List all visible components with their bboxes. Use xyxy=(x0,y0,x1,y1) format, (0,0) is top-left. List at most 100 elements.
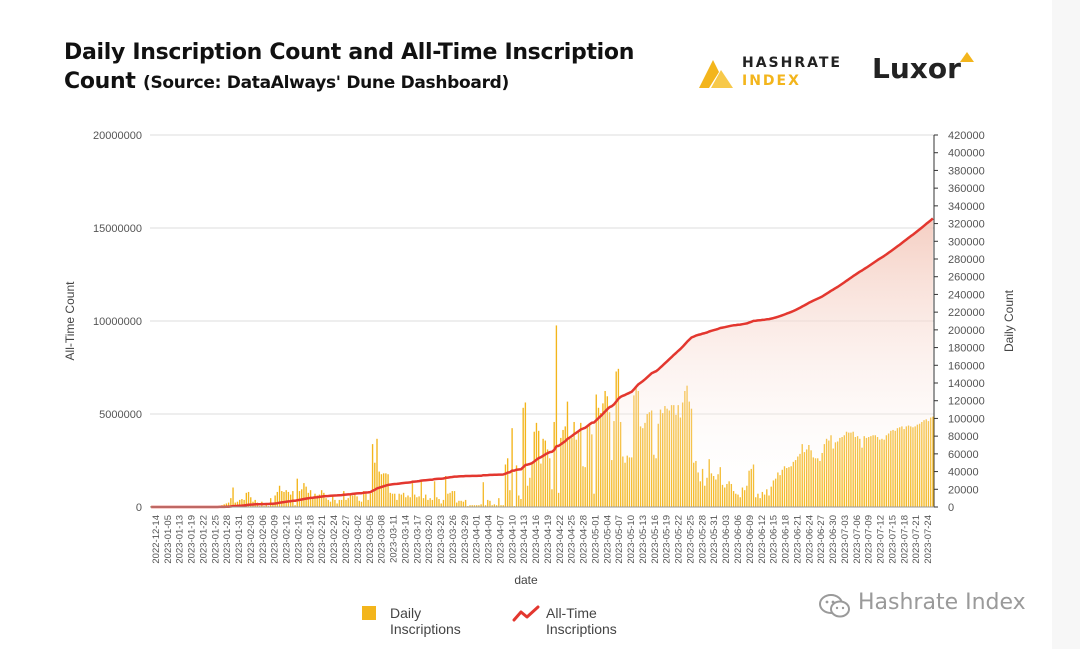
daily-bar xyxy=(555,325,558,507)
x-tick-label: 2023-06-24 xyxy=(804,515,815,564)
left-tick-label: 20000000 xyxy=(93,130,142,142)
x-tick-label: 2023-02-18 xyxy=(305,515,316,564)
daily-bar xyxy=(247,491,250,507)
daily-bar xyxy=(371,444,374,507)
daily-bar xyxy=(524,402,527,507)
right-tick-label: 360000 xyxy=(948,183,985,195)
x-tick-label: 2023-06-27 xyxy=(816,515,827,564)
legend-bar-swatch xyxy=(362,606,376,620)
x-tick-label: 2023-04-13 xyxy=(519,515,530,564)
right-tick-label: 80000 xyxy=(948,431,979,443)
chart-subtitle: (Source: DataAlways' Dune Dashboard) xyxy=(142,73,510,93)
x-tick-label: 2023-06-18 xyxy=(781,515,792,564)
left-tick-label: 5000000 xyxy=(99,409,142,421)
alltime-area xyxy=(151,218,933,507)
right-tick-label: 420000 xyxy=(948,130,985,142)
daily-bar xyxy=(232,487,234,507)
daily-bar xyxy=(241,499,243,507)
x-tick-label: 2023-04-07 xyxy=(495,515,506,564)
daily-bar xyxy=(239,499,241,507)
x-tick-label: 2023-02-15 xyxy=(294,515,305,564)
x-tick-label: 2023-01-22 xyxy=(199,515,210,564)
right-tick-label: 120000 xyxy=(948,396,985,408)
x-tick-label: 2023-01-19 xyxy=(187,515,198,564)
x-tick-label: 2023-04-19 xyxy=(543,515,554,564)
daily-bar xyxy=(374,462,376,507)
x-tick-label: 2023-06-06 xyxy=(733,515,744,564)
x-tick-label: 2023-05-19 xyxy=(662,515,673,564)
x-tick-label: 2023-06-12 xyxy=(757,515,768,564)
x-tick-label: 2023-02-21 xyxy=(317,515,328,564)
edge-shade xyxy=(1052,0,1080,649)
legend-line-swatch xyxy=(512,605,540,622)
x-tick-label: 2023-05-31 xyxy=(709,515,720,564)
daily-bar xyxy=(522,407,524,507)
x-tick-label: 2023-01-25 xyxy=(210,515,221,564)
x-tick-label: 2023-03-29 xyxy=(460,515,471,564)
x-tick-label: 2023-03-23 xyxy=(436,515,447,564)
right-tick-label: 280000 xyxy=(948,254,985,266)
x-tick-label: 2023-06-03 xyxy=(721,515,732,564)
daily-bar xyxy=(281,491,283,507)
x-tick-label: 2023-02-24 xyxy=(329,515,340,564)
x-tick-label: 2023-03-14 xyxy=(400,515,411,564)
luxor-logo-icon xyxy=(960,52,974,62)
left-tick-label: 10000000 xyxy=(93,316,142,328)
legend-daily-label: Daily Inscriptions xyxy=(390,605,461,637)
x-tick-label: 2023-03-20 xyxy=(424,515,435,564)
x-tick-label: 2023-02-06 xyxy=(258,515,269,564)
daily-bar xyxy=(250,497,252,507)
right-tick-label: 200000 xyxy=(948,325,985,337)
daily-bar xyxy=(227,502,230,507)
x-tick-label: 2023-03-05 xyxy=(365,515,376,564)
x-tick-label: 2023-05-28 xyxy=(697,515,708,564)
daily-bar xyxy=(305,486,307,507)
right-tick-label: 20000 xyxy=(948,484,979,496)
x-tick-label: 2023-07-24 xyxy=(923,515,934,564)
wechat-icon xyxy=(819,594,850,618)
right-tick-label: 100000 xyxy=(948,413,985,425)
daily-bar xyxy=(225,503,228,507)
x-tick-label: 2023-05-07 xyxy=(614,515,625,564)
x-tick-label: 2023-01-28 xyxy=(222,515,233,564)
legend-alltime-label: All-Time Inscriptions xyxy=(546,605,617,637)
luxor-logo-text: Luxor xyxy=(872,52,961,85)
daily-bar xyxy=(283,491,285,507)
x-tick-label: 2023-02-12 xyxy=(282,515,293,564)
right-tick-label: 140000 xyxy=(948,378,985,390)
right-tick-label: 320000 xyxy=(948,219,985,231)
x-tick-label: 2023-05-16 xyxy=(650,515,661,564)
x-tick-label: 2023-03-17 xyxy=(412,515,423,564)
right-tick-label: 40000 xyxy=(948,467,979,479)
x-tick-label: 2023-04-10 xyxy=(507,515,518,564)
right-tick-label: 0 xyxy=(948,502,954,514)
daily-bar xyxy=(296,478,298,507)
x-tick-label: 2023-01-05 xyxy=(163,515,174,564)
right-tick-label: 400000 xyxy=(948,148,985,160)
x-tick-label: 2023-07-06 xyxy=(852,515,863,564)
right-tick-label: 220000 xyxy=(948,307,985,319)
luxor-logo: Luxor xyxy=(872,52,974,85)
x-tick-label: 2023-04-01 xyxy=(472,515,483,564)
daily-bar xyxy=(285,490,287,507)
x-tick-label: 2023-04-04 xyxy=(484,515,495,564)
x-tick-label: 2023-04-25 xyxy=(567,515,578,564)
x-tick-label: 2023-01-13 xyxy=(175,515,186,564)
x-tick-label: 2023-04-16 xyxy=(531,515,542,564)
right-tick-label: 260000 xyxy=(948,272,985,284)
hashrate-logo-icon xyxy=(699,60,733,88)
left-tick-label: 15000000 xyxy=(93,223,142,235)
x-tick-label: 2022-12-14 xyxy=(151,515,162,564)
x-tick-label: 2023-01-31 xyxy=(234,515,245,564)
title-line-2: Count xyxy=(64,69,136,94)
right-tick-label: 180000 xyxy=(948,343,985,355)
daily-bar xyxy=(278,485,281,507)
hashrate-logo-word1: HASHRATE xyxy=(742,55,842,71)
daily-bar xyxy=(245,492,248,507)
daily-bar xyxy=(292,491,294,507)
x-tick-label: 2023-04-28 xyxy=(579,515,590,564)
x-tick-label: 2023-03-11 xyxy=(389,515,400,563)
x-tick-label: 2023-02-27 xyxy=(341,515,352,564)
x-tick-label: 2023-07-09 xyxy=(864,515,875,564)
